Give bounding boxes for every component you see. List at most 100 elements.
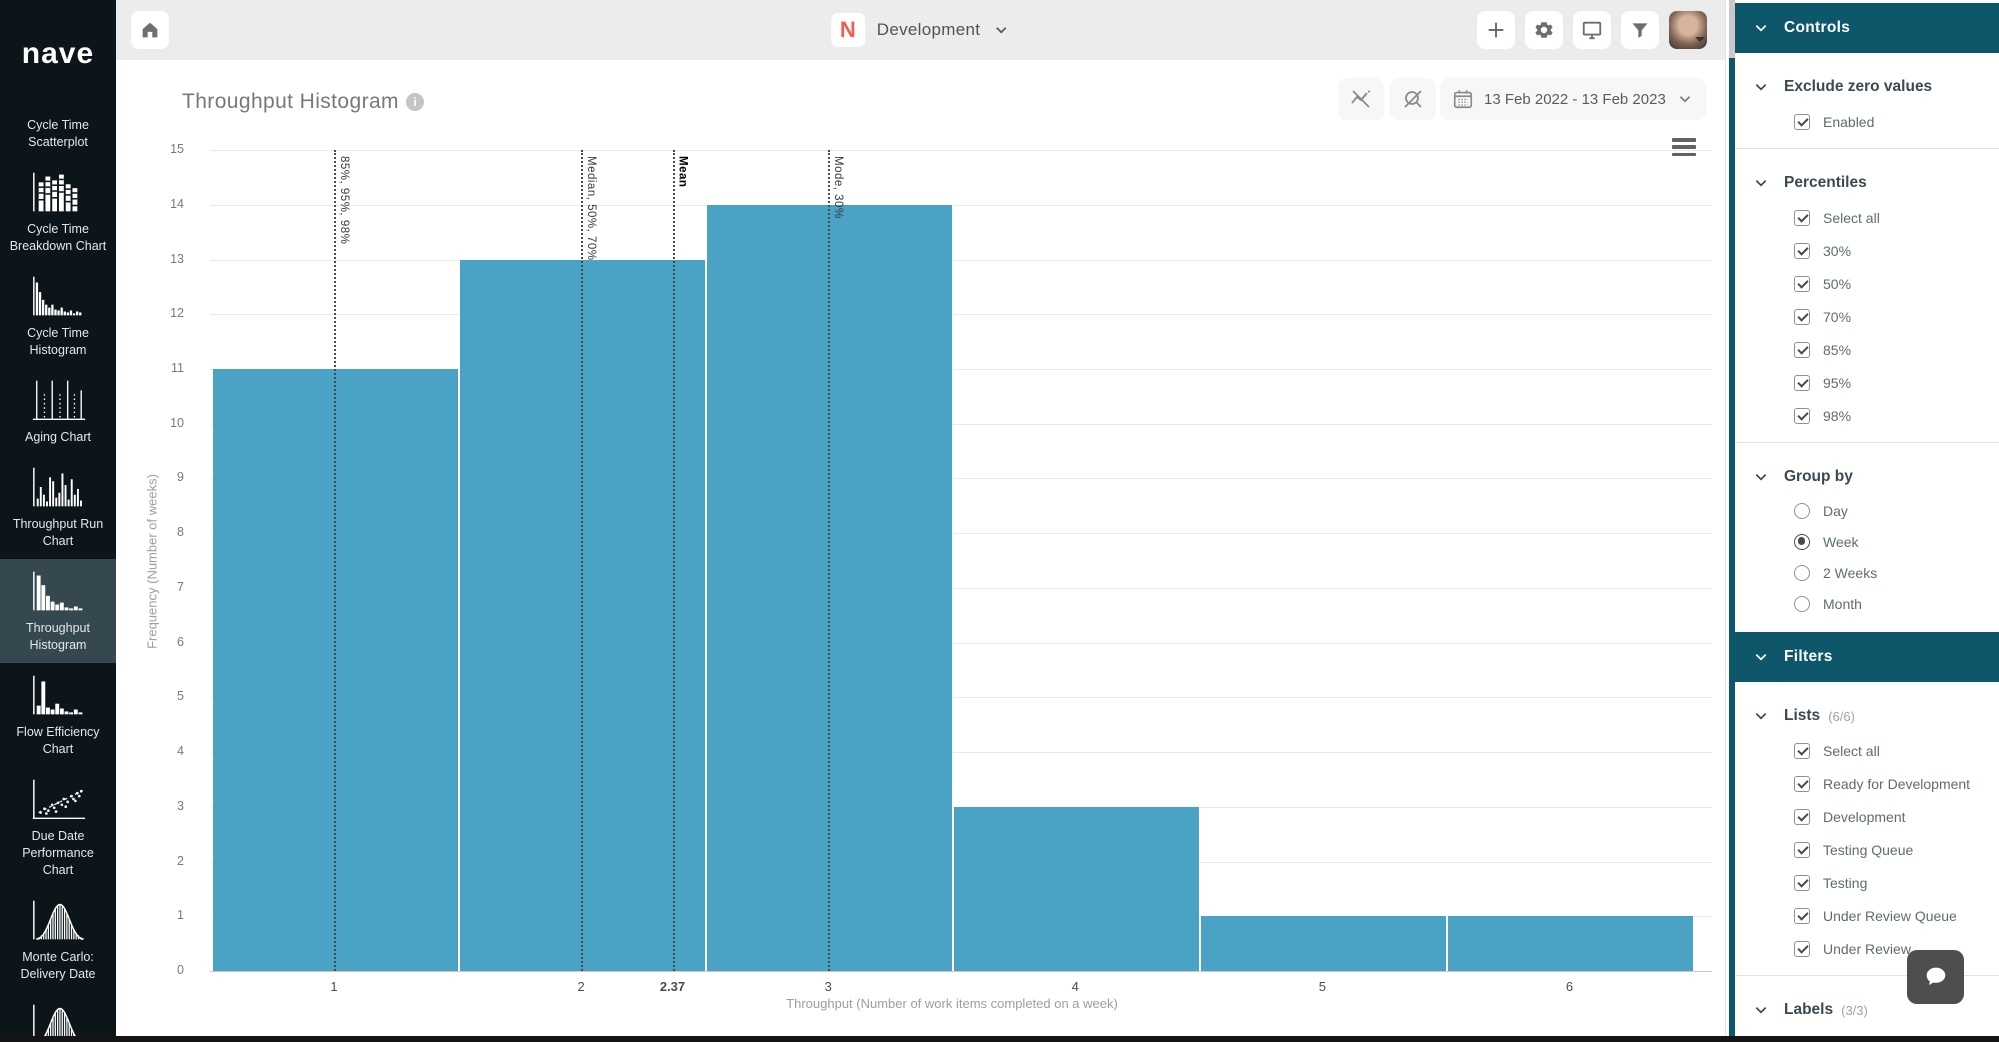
y-axis-tick-label: 9 bbox=[177, 470, 184, 485]
sidebar-item-aging-chart[interactable]: Aging Chart bbox=[0, 368, 116, 455]
checkbox-checked[interactable] bbox=[1794, 775, 1810, 792]
panel-scrollbar-track[interactable] bbox=[1729, 0, 1735, 1036]
chevron-down-icon bbox=[996, 27, 1007, 34]
scatter-trend-icon bbox=[32, 779, 86, 820]
panel-option-70-[interactable]: 70% bbox=[1794, 300, 1999, 333]
chevron-down-icon bbox=[1755, 25, 1767, 32]
y-axis-tick-label: 15 bbox=[170, 142, 184, 157]
radio-unselected[interactable] bbox=[1794, 564, 1810, 581]
option-label: Enabled bbox=[1823, 113, 1875, 130]
checkbox-checked[interactable] bbox=[1794, 242, 1810, 259]
x-axis-tick-label: 2.37 bbox=[659, 979, 686, 994]
panel-group-exclude-zero-values: Exclude zero values Enabled bbox=[1735, 53, 1999, 148]
checkbox-checked[interactable] bbox=[1794, 341, 1810, 358]
panel-option-select-all[interactable]: Select all bbox=[1794, 734, 1999, 767]
panel-option-98-[interactable]: 98% bbox=[1794, 399, 1999, 432]
panel-option-testing-queue[interactable]: Testing Queue bbox=[1794, 833, 1999, 866]
panel-option-testing[interactable]: Testing bbox=[1794, 866, 1999, 899]
zoom-reset-button[interactable] bbox=[1390, 78, 1436, 120]
panel-option-30-[interactable]: 30% bbox=[1794, 234, 1999, 267]
info-icon[interactable]: i bbox=[406, 93, 424, 111]
panel-option-50-[interactable]: 50% bbox=[1794, 267, 1999, 300]
gridline bbox=[210, 150, 1712, 152]
date-range-picker[interactable]: 13 Feb 2022 - 13 Feb 2023 bbox=[1440, 78, 1706, 120]
trend-disabled-icon bbox=[1351, 90, 1370, 108]
checkbox-checked[interactable] bbox=[1794, 841, 1810, 858]
checkbox-checked[interactable] bbox=[1794, 940, 1810, 957]
panel-option-85-[interactable]: 85% bbox=[1794, 333, 1999, 366]
percentile-marker-line bbox=[581, 150, 584, 971]
panel-option-2-weeks[interactable]: 2 Weeks bbox=[1794, 557, 1999, 588]
panel-option-development[interactable]: Development bbox=[1794, 800, 1999, 833]
checkbox-checked[interactable] bbox=[1794, 308, 1810, 325]
panel-option-enabled[interactable]: Enabled bbox=[1794, 105, 1999, 138]
sidebar-item-monte-carlo-delivery-date[interactable]: Monte Carlo: Delivery Date bbox=[0, 888, 116, 992]
panel-option-week[interactable]: Week bbox=[1794, 526, 1999, 557]
checkbox-checked[interactable] bbox=[1794, 209, 1810, 226]
checkbox-checked[interactable] bbox=[1794, 407, 1810, 424]
checkbox-checked[interactable] bbox=[1794, 374, 1810, 391]
checkbox-checked[interactable] bbox=[1794, 275, 1810, 292]
histogram-bar[interactable] bbox=[952, 806, 1200, 971]
sidebar-item-throughput-histogram[interactable]: Throughput Histogram bbox=[0, 559, 116, 663]
option-label: Select all bbox=[1823, 209, 1880, 226]
sidebar-item-throughput-run-chart[interactable]: Throughput Run Chart bbox=[0, 455, 116, 559]
histogram-bar[interactable] bbox=[1199, 916, 1447, 971]
panel-option-select-all[interactable]: Select all bbox=[1794, 201, 1999, 234]
panel-header-filters[interactable]: Filters bbox=[1735, 632, 1999, 682]
panel-option-95-[interactable]: 95% bbox=[1794, 366, 1999, 399]
panel-group-title[interactable]: Lists (6/6) bbox=[1753, 698, 1999, 734]
monitor-icon bbox=[1582, 21, 1602, 40]
user-avatar[interactable] bbox=[1669, 11, 1707, 49]
option-label: 85% bbox=[1823, 341, 1852, 358]
checkbox-checked[interactable] bbox=[1794, 907, 1810, 924]
panel-option-under-review-queue[interactable]: Under Review Queue bbox=[1794, 899, 1999, 932]
board-selector[interactable]: N Development bbox=[830, 13, 1010, 47]
radio-unselected[interactable] bbox=[1794, 595, 1810, 612]
home-button[interactable] bbox=[131, 11, 169, 49]
sidebar-item-cycle-time-scatterplot[interactable]: Cycle Time Scatterplot bbox=[0, 108, 116, 160]
panel-option-day[interactable]: Day bbox=[1794, 495, 1999, 526]
panel-scrollbar-thumb[interactable] bbox=[1729, 0, 1735, 58]
panel-header-controls[interactable]: Controls bbox=[1735, 3, 1999, 53]
panel-group-title[interactable]: Percentiles bbox=[1753, 165, 1999, 201]
add-button[interactable] bbox=[1477, 11, 1515, 49]
panel-group-label: Labels bbox=[1784, 1001, 1834, 1018]
gear-icon bbox=[1535, 22, 1553, 38]
sidebar-item-cycle-time-histogram[interactable]: Cycle Time Histogram bbox=[0, 264, 116, 368]
panel-option-clipped[interactable] bbox=[1794, 1028, 1999, 1036]
checkbox-checked[interactable] bbox=[1794, 874, 1810, 891]
toggle-percentile-lines-button[interactable] bbox=[1338, 78, 1384, 120]
checkbox-checked[interactable] bbox=[1794, 808, 1810, 825]
panel-option-under-review[interactable]: Under Review bbox=[1794, 932, 1999, 965]
sidebar-item-flow-efficiency-chart[interactable]: Flow Efficiency Chart bbox=[0, 663, 116, 767]
sidebar-item-cycle-time-breakdown-chart[interactable]: Cycle Time Breakdown Chart bbox=[0, 160, 116, 264]
chart-context-menu-icon[interactable] bbox=[1672, 138, 1696, 156]
settings-button[interactable] bbox=[1525, 11, 1563, 49]
checkbox-checked[interactable] bbox=[1794, 113, 1810, 130]
sidebar-item-due-date-performance-chart[interactable]: Due Date Performance Chart bbox=[0, 767, 116, 888]
sidebar-item-label: Monte Carlo: Delivery Date bbox=[20, 950, 96, 981]
filter-button[interactable] bbox=[1621, 11, 1659, 49]
checkbox-checked[interactable] bbox=[1794, 742, 1810, 759]
display-button[interactable] bbox=[1573, 11, 1611, 49]
radio-unselected[interactable] bbox=[1794, 502, 1810, 519]
histogram-bar[interactable] bbox=[1447, 916, 1695, 971]
panel-group-title[interactable]: Exclude zero values bbox=[1753, 69, 1999, 105]
page-title: Throughput Histogram bbox=[182, 90, 399, 113]
panel-group-title[interactable]: Group by bbox=[1753, 459, 1999, 495]
option-label: Under Review Queue bbox=[1823, 907, 1957, 924]
panel-option-ready-for-development[interactable]: Ready for Development bbox=[1794, 767, 1999, 800]
percentile-marker-label: Median, 50%, 70% bbox=[585, 156, 598, 261]
sidebar-item-monte-carlo-number-of-tasks[interactable]: Monte Carlo: Number of Tasks bbox=[0, 992, 116, 1042]
x-axis-title: Throughput (Number of work items complet… bbox=[786, 996, 1118, 1011]
panel-group-title[interactable]: Labels (3/3) bbox=[1753, 992, 1999, 1028]
chart-card: Throughput Histogram i 13 Feb 2022 - 13 … bbox=[116, 60, 1725, 1036]
chat-bubble-icon bbox=[1926, 967, 1945, 986]
panel-group-percentiles: Percentiles Select all 30% 50% 70% 85% 95% 98% bbox=[1735, 148, 1999, 442]
chat-button[interactable] bbox=[1907, 950, 1964, 1004]
panel-option-month[interactable]: Month bbox=[1794, 588, 1999, 619]
nave-logo[interactable]: nave bbox=[21, 37, 95, 70]
radio-selected[interactable] bbox=[1794, 533, 1810, 550]
y-axis-tick-label: 0 bbox=[177, 963, 184, 977]
